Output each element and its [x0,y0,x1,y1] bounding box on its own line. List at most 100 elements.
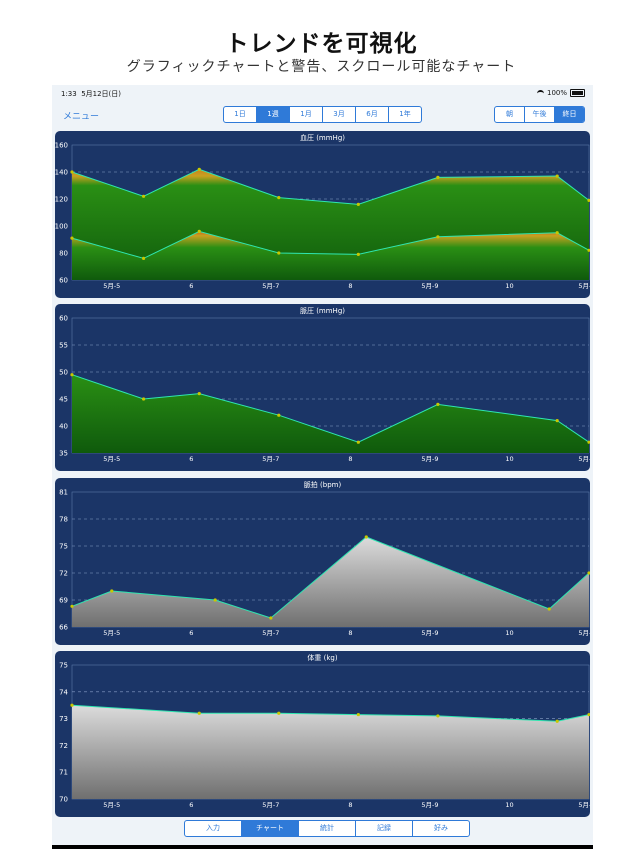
status-time: 1:33 5月12日(日) [61,89,121,99]
subheadline: グラフィックチャートと警告、スクロール可能なチャート [126,59,517,75]
data-point-0-3 [356,712,360,717]
x-tick-label: 5月-9 [421,455,438,463]
data-point-0-0 [70,604,74,608]
weight-chart: 70 71 72 73 74 75 5月-5 6 5月-7 8 5月-9 10 5月-11 [59,662,590,809]
device-screen: 1:33 5月12日(日) 100% メニュー 1日 1週 1月 3月 6月 1年 朝午後… [52,85,593,849]
x-tick-label: 6 [189,801,193,809]
data-point-1-2 [197,229,201,233]
data-point-0-2 [213,598,217,602]
x-tick-label: 10 [505,455,513,463]
data-point-0-0 [70,703,74,707]
range-option-5[interactable]: 1年 [399,110,411,118]
chart-panel-pulse[interactable]: 66 69 72 75 78 81 5月-5 6 5月-7 8 5月-9 10 5月-11 脈拍 (bp… [55,478,590,645]
time-of-day-segmented-control: 朝午後 終日 [494,106,585,123]
bottom-tab-bar: 入力 チャート 統計 記録 好み [184,820,470,837]
data-point-0-7 [587,198,590,202]
range-option-0[interactable]: 1日 [224,107,257,122]
x-tick-label: 5月-7 [262,801,279,809]
data-point-1-7 [587,248,590,252]
data-point-0-3 [269,616,273,620]
y-tick-label: 70 [59,796,68,804]
data-point-0-4 [356,440,360,444]
data-point-0-7 [587,440,590,444]
headline: トレンドを可視化 [225,31,418,57]
x-tick-label: 10 [505,629,513,637]
chart-title: 脈拍 (bpm) [303,481,342,489]
time-option-0[interactable]: 朝 [495,107,525,122]
data-point-0-5 [555,719,559,723]
y-tick-label: 73 [59,715,68,723]
y-tick-label: 55 [59,342,68,350]
time-option-2[interactable]: 終日 [555,107,584,122]
chart-panel-blood-pressure[interactable]: 60 80 100 120 140 160 5月-5 6 5月-7 8 5月-9 10 5月-11 血圧… [55,131,590,298]
data-point-0-2 [277,711,281,715]
range-option-3[interactable]: 3月 [323,107,356,122]
chart-title: 脈圧 (mmHg) [299,307,346,315]
chart-title: 血圧 (mmHg) [299,134,346,142]
data-point-1-3 [277,251,281,255]
range-option-1[interactable]: 1週 [257,107,290,122]
status-date: 5月12日(日) [81,90,122,98]
chart-panel-pulse-pressure[interactable]: 35 40 45 50 55 60 5月-5 6 5月-7 8 5月-9 10 5月-11 脈圧 (mm… [55,304,590,471]
status-clock: 1:33 [61,90,77,98]
x-tick-label: 5月-9 [421,282,438,290]
y-tick-label: 74 [59,688,68,696]
series-line-1 [71,230,590,259]
y-tick-label: 40 [59,423,68,431]
data-point-1-6 [555,231,559,235]
battery-icon [570,89,585,97]
series-area-1 [72,231,589,280]
data-point-0-3 [277,413,281,417]
data-point-0-5 [436,402,440,406]
data-point-0-6 [587,571,590,575]
data-point-0-4 [364,535,368,539]
data-point-0-4 [436,714,440,718]
y-tick-label: 75 [59,662,68,670]
y-tick-label: 75 [59,543,68,551]
y-tick-label: 100 [55,223,68,231]
x-tick-label: 5月-9 [421,629,438,637]
data-point-0-1 [141,397,146,401]
y-tick-label: 120 [55,196,68,204]
x-tick-label: 5月-11 [578,629,590,637]
x-tick-label: 8 [348,455,352,463]
series-line-0 [71,374,590,443]
x-tick-label: 6 [189,629,193,637]
tab-4[interactable]: 好み [434,824,448,832]
data-point-0-0 [70,373,74,377]
x-tick-label: 5月-7 [262,629,279,637]
data-point-1-4 [356,252,360,256]
x-tick-label: 5月-5 [103,801,120,809]
y-tick-label: 69 [59,597,68,605]
data-point-1-0 [70,236,74,240]
y-tick-label: 80 [59,250,68,258]
x-tick-label: 5月-11 [578,282,590,290]
nav-bar: メニュー 1日 1週 1月 3月 6月 1年 朝午後 終日 [52,101,593,127]
tab-2[interactable]: 統計 [299,821,356,836]
time-option-1[interactable]: 午後 [525,107,555,122]
data-point-0-1 [110,589,114,593]
series-area-0 [72,705,589,799]
x-tick-label: 8 [348,282,352,290]
x-tick-label: 8 [348,629,352,637]
x-tick-label: 5月-5 [103,282,120,290]
x-tick-label: 5月-5 [103,629,120,637]
y-tick-label: 50 [59,369,68,377]
blood-pressure-chart: 60 80 100 120 140 160 5月-5 6 5月-7 8 5月-9 10 5月-11 [55,142,590,290]
menu-button[interactable]: メニュー [63,112,100,122]
y-tick-label: 45 [59,396,68,404]
tab-1[interactable]: チャート [242,821,299,836]
x-tick-label: 8 [348,801,352,809]
range-option-4[interactable]: 6月 [356,107,389,122]
y-tick-label: 72 [59,742,68,750]
y-tick-label: 66 [59,624,68,632]
pulse-chart: 66 69 72 75 78 81 5月-5 6 5月-7 8 5月-9 10 5月-11 [59,489,590,637]
tab-3[interactable]: 記録 [356,821,413,836]
data-point-0-2 [197,392,201,396]
range-option-2[interactable]: 1月 [290,107,323,122]
x-tick-label: 5月-7 [262,282,279,290]
tab-0[interactable]: 入力 [185,821,242,836]
chart-panel-weight[interactable]: 70 71 72 73 74 75 5月-5 6 5月-7 8 5月-9 10 5月-11 体重 (kg… [55,651,590,817]
x-tick-label: 10 [505,801,513,809]
y-tick-label: 60 [59,315,68,323]
